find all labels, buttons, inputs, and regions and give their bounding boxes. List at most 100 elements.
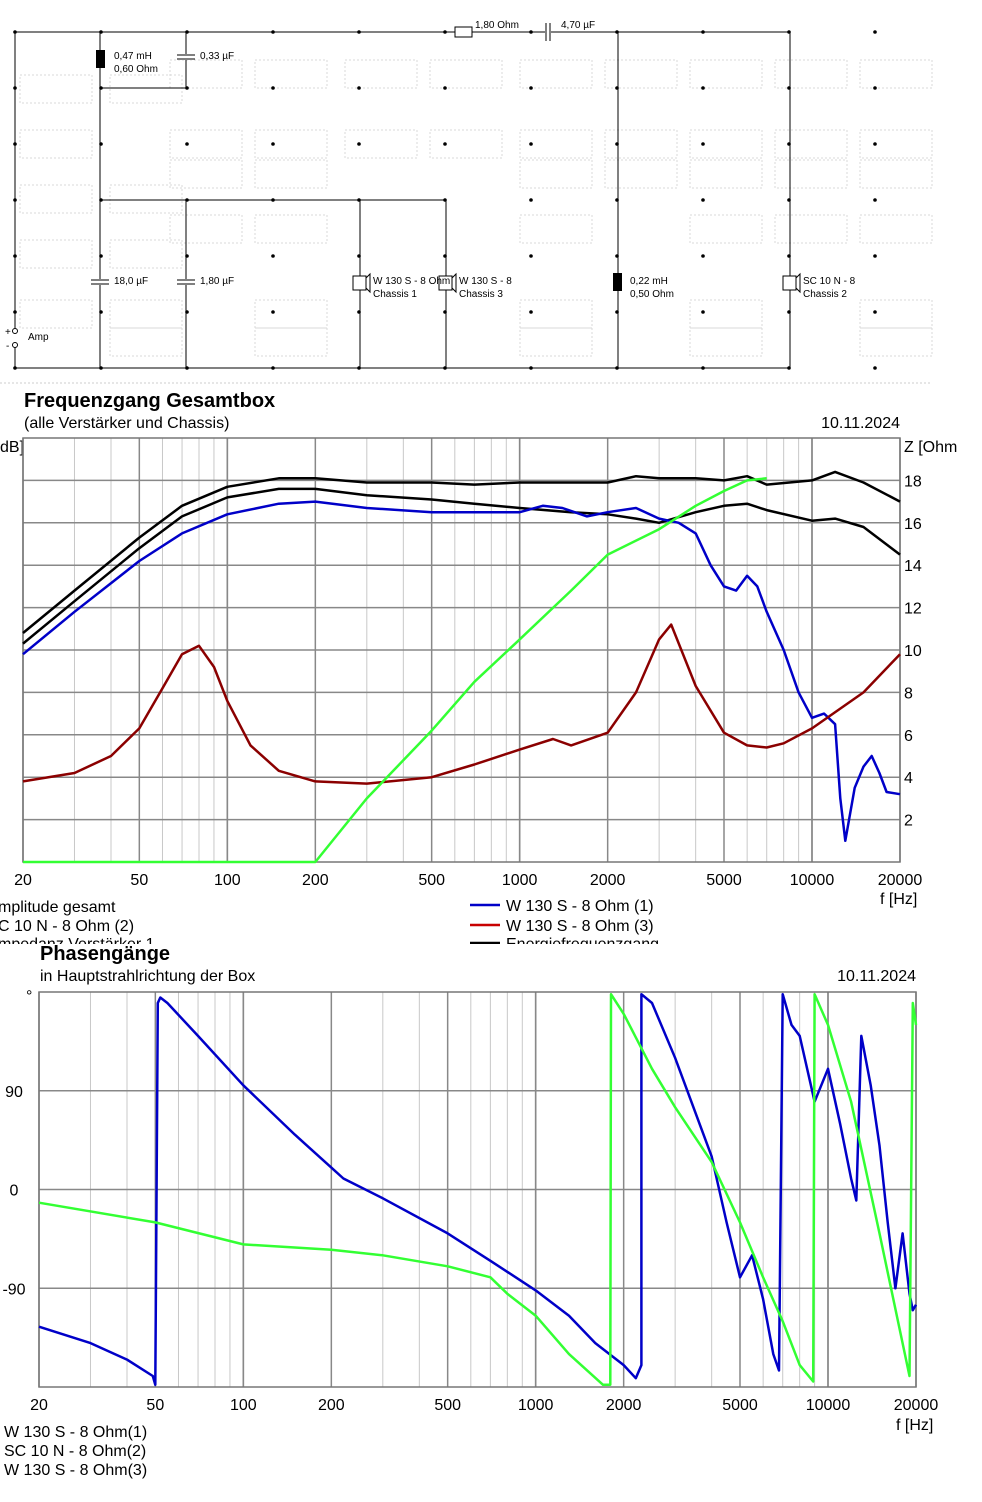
placeholder-box — [519, 299, 593, 329]
x-tick-label: 500 — [434, 1397, 461, 1414]
component-label-spk1: W 130 S - 8 Ohm Chassis 1 — [373, 276, 450, 300]
x-tick-label: 50 — [146, 1397, 164, 1414]
placeholder-box — [859, 327, 933, 357]
x-tick-label: 1000 — [518, 1397, 554, 1414]
x-tick-label: 20000 — [894, 1397, 939, 1414]
crossover-schematic: 1,80 Ohm 4,70 µF 0,47 mH 0,60 Ohm 0,33 µF 18,… — [0, 20, 933, 384]
grid-dot — [271, 254, 275, 258]
speaker-chassis-1 — [352, 272, 371, 294]
x-tick-label: 20000 — [878, 872, 923, 889]
freq-chart-date: 10.11.2024 — [821, 415, 900, 432]
placeholder-box — [689, 159, 763, 189]
component-label-c3: 1,80 µF — [200, 276, 234, 287]
component-label-c2: 18,0 µF — [114, 276, 148, 287]
x-tick-label: 5000 — [706, 872, 742, 889]
grid-dot — [357, 86, 361, 90]
phase-chart-date: 10.11.2024 — [837, 968, 916, 985]
x-tick-label: 100 — [230, 1397, 257, 1414]
placeholder-box — [689, 59, 763, 89]
placeholder-box — [254, 59, 328, 89]
placeholder-box — [109, 74, 183, 104]
series-energiefrequenzgang — [23, 477, 767, 864]
amp-minus: - — [6, 341, 9, 352]
placeholder-box — [109, 184, 183, 214]
component-value-l1: 0,47 mH — [114, 51, 152, 62]
placeholder-box — [169, 159, 243, 189]
speaker-chassis-3 — [438, 272, 457, 294]
component-label-spk3: W 130 S - 8 Chassis 3 — [459, 276, 512, 300]
x-tick-label: 100 — [214, 872, 241, 889]
component-label-r-series: 1,80 Ohm — [475, 20, 519, 31]
plot-border — [22, 437, 901, 863]
phase-legend-item: W 130 S - 8 Ohm(3) — [4, 1462, 147, 1479]
placeholder-box — [774, 159, 848, 189]
component-label-c-series: 4,70 µF — [561, 20, 595, 31]
component-value-r-series: 1,80 Ohm — [475, 20, 519, 31]
grid-dot — [873, 366, 877, 370]
component-value-spk1: W 130 S - 8 Ohm — [373, 276, 450, 287]
freq-chart-subtitle: (alle Verstärker und Chassis) — [24, 415, 229, 432]
series-capacitor — [545, 23, 551, 41]
component-value-spk2: SC 10 N - 8 — [803, 276, 856, 287]
grid-dot — [357, 142, 361, 146]
placeholder-box — [604, 159, 678, 189]
phase-legend-item: SC 10 N - 8 Ohm(2) — [4, 1443, 146, 1460]
grid-dot — [529, 254, 533, 258]
phase-x-unit: f [Hz] — [896, 1417, 933, 1434]
placeholder-box — [169, 129, 243, 159]
legend-sc10n: C 10 N - 8 Ohm (2) — [0, 918, 134, 935]
phase-response-chart: Phasengänge in Hauptstrahlrichtung der B… — [0, 943, 982, 1479]
placeholder-box — [19, 299, 93, 329]
legend-w130-1: W 130 S - 8 Ohm (1) — [506, 898, 654, 915]
phase-chart-subtitle: in Hauptstrahlrichtung der Box — [40, 968, 255, 985]
component-value2-spk2: Chassis 2 — [803, 289, 847, 300]
series-amplitude-gesamt — [22, 470, 901, 634]
x-tick-label: 50 — [130, 872, 148, 889]
placeholder-box — [859, 299, 933, 329]
legend-w130-3: W 130 S - 8 Ohm (3) — [506, 918, 654, 935]
grid-dot — [443, 142, 447, 146]
placeholder-box — [774, 59, 848, 89]
placeholder-box — [604, 59, 678, 89]
placeholder-box — [254, 129, 328, 159]
placeholder-box — [109, 299, 183, 329]
placeholder-box — [19, 239, 93, 269]
placeholder-box — [169, 59, 243, 89]
placeholder-box — [689, 299, 763, 329]
x-tick-label: 200 — [302, 872, 329, 889]
capacitor-1 — [177, 54, 195, 60]
placeholder-box — [429, 59, 503, 89]
phase-series — [38, 992, 918, 1387]
y2-tick-label: 6 — [904, 728, 913, 745]
grid-dot — [529, 310, 533, 314]
placeholder-box — [519, 129, 593, 159]
grid-dot — [701, 198, 705, 202]
inductor-2 — [613, 273, 622, 291]
series-sc-10-n-8-ohm-2- — [38, 992, 918, 1387]
amp-plus: + — [5, 327, 11, 338]
capacitor-2 — [91, 279, 109, 285]
placeholder-box — [254, 327, 328, 357]
freq-right-unit: Z [Ohm — [904, 439, 957, 456]
component-label-l2: 0,22 mH 0,50 Ohm — [630, 276, 674, 300]
component-label-c1: 0,33 µF — [200, 51, 234, 62]
component-value2-spk3: Chassis 3 — [459, 289, 503, 300]
placeholder-box — [344, 59, 418, 89]
x-tick-label: 1000 — [502, 872, 538, 889]
y-tick-label: -90 — [2, 1281, 25, 1298]
plot-border — [38, 991, 917, 1388]
grid-dot — [701, 86, 705, 90]
component-value-c3: 1,80 µF — [200, 276, 234, 287]
placeholder-box — [19, 74, 93, 104]
component-value2-spk1: Chassis 1 — [373, 289, 417, 300]
grid-dot — [271, 142, 275, 146]
placeholder-box — [689, 327, 763, 357]
inductor-1 — [96, 50, 105, 68]
placeholder-box — [519, 159, 593, 189]
placeholder-box — [254, 159, 328, 189]
schematic-grid — [0, 30, 933, 384]
grid-dot — [271, 86, 275, 90]
component-value2-l1: 0,60 Ohm — [114, 64, 158, 75]
grid-dot — [873, 142, 877, 146]
component-label-spk2: SC 10 N - 8 Chassis 2 — [803, 276, 856, 300]
